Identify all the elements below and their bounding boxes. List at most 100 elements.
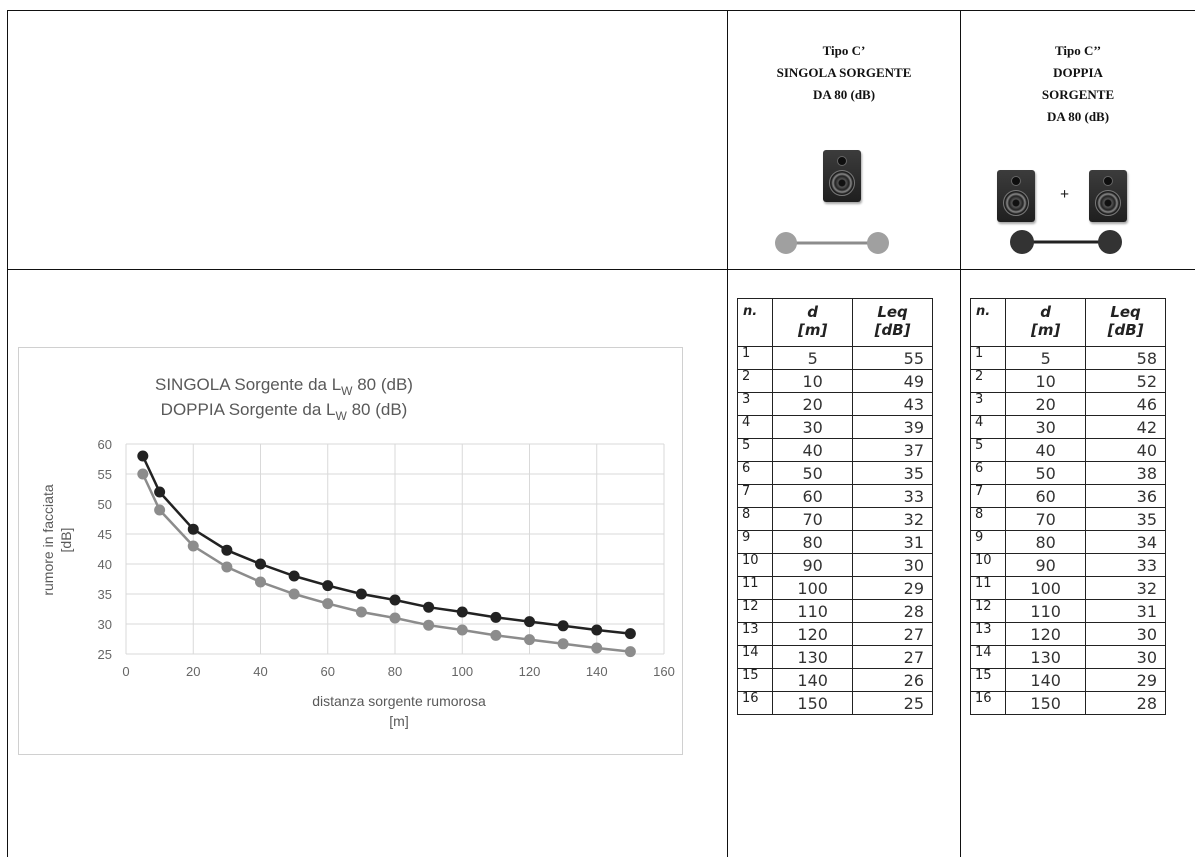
distance-cell: 50 xyxy=(1005,461,1087,485)
type-c2-subtitle-2: SORGENTE xyxy=(1041,87,1115,102)
row-number: 11 xyxy=(736,576,774,600)
row-number: 7 xyxy=(969,484,1007,508)
chart-title-line-2: DOPPIA Sorgente da LW 80 (dB) xyxy=(161,400,408,423)
data-point-double xyxy=(221,544,233,556)
leq-cell: 32 xyxy=(852,507,933,531)
col-header-leq: Leq [dB] xyxy=(1085,298,1166,347)
x-tick-label: 40 xyxy=(253,664,267,679)
row-number: 1 xyxy=(969,346,1007,370)
data-point-single xyxy=(255,576,266,588)
leq-cell: 31 xyxy=(1085,599,1166,623)
distance-cell: 130 xyxy=(772,645,854,669)
table-row: 2 10 49 xyxy=(736,369,933,393)
table-row: 8 70 35 xyxy=(969,507,1166,531)
data-point-double xyxy=(322,580,334,592)
distance-cell: 10 xyxy=(1005,369,1087,393)
x-tick-label: 120 xyxy=(519,664,541,679)
data-point-single xyxy=(154,504,166,516)
table-row: 12 110 31 xyxy=(969,599,1166,623)
y-tick-label: 35 xyxy=(98,587,112,602)
leq-cell: 49 xyxy=(852,369,933,393)
leq-cell: 40 xyxy=(1085,438,1166,462)
speaker-left-icon xyxy=(997,170,1035,222)
col-header-n: n. xyxy=(969,298,1007,347)
row-number: 9 xyxy=(969,530,1007,554)
plus-sign: + xyxy=(1060,186,1070,203)
data-point-single xyxy=(490,629,502,641)
leq-cell: 27 xyxy=(852,622,933,646)
table-row: 13 120 30 xyxy=(969,622,1166,646)
data-point-double xyxy=(288,570,300,582)
table-row: 9 80 34 xyxy=(969,530,1166,554)
distance-cell: 110 xyxy=(1005,599,1087,623)
distance-cell: 100 xyxy=(772,576,854,600)
leq-cell: 30 xyxy=(1085,622,1166,646)
data-point-double xyxy=(423,601,435,613)
type-c2-level: DA 80 (dB) xyxy=(1046,109,1110,124)
y-tick-label: 50 xyxy=(98,497,112,512)
noise-distance-chart: SINGOLA Sorgente da LW 80 (dB) DOPPIA So… xyxy=(40,375,675,729)
data-point-single xyxy=(187,540,199,552)
distance-cell: 140 xyxy=(1005,668,1087,692)
leq-cell: 55 xyxy=(852,346,933,370)
type-c2-title: Tipo C’’ xyxy=(1054,43,1102,58)
row-number: 13 xyxy=(736,622,774,646)
x-tick-label: 0 xyxy=(122,664,129,679)
leq-cell: 33 xyxy=(1085,553,1166,577)
x-tick-label: 140 xyxy=(586,664,608,679)
y-tick-label: 45 xyxy=(98,527,112,542)
leq-cell: 32 xyxy=(1085,576,1166,600)
distance-cell: 90 xyxy=(772,553,854,577)
x-axis-label-line-2: [m] xyxy=(389,713,408,729)
data-point-double xyxy=(187,523,199,535)
leq-cell: 38 xyxy=(1085,461,1166,485)
row-number: 9 xyxy=(736,530,774,554)
data-point-single xyxy=(137,468,149,480)
x-tick-label: 160 xyxy=(653,664,675,679)
series-line-double xyxy=(141,455,631,635)
x-tick-label: 20 xyxy=(186,664,200,679)
type-c1-level: DA 80 (dB) xyxy=(812,87,876,102)
leq-cell: 37 xyxy=(852,438,933,462)
data-point-single xyxy=(557,638,569,650)
leq-cell: 34 xyxy=(1085,530,1166,554)
y-axis-label-line-1: rumore in facciata xyxy=(40,484,56,595)
column-divider-2 xyxy=(960,10,961,857)
type-c1-header: Tipo C’ SINGOLA SORGENTE DA 80 (dB) xyxy=(728,40,960,106)
leq-cell: 58 xyxy=(1085,346,1166,370)
leq-cell: 31 xyxy=(852,530,933,554)
row-number: 3 xyxy=(736,392,774,416)
table-row: 14 130 27 xyxy=(736,645,933,669)
data-point-single xyxy=(389,612,401,624)
type-c1-title: Tipo C’ xyxy=(822,43,866,58)
distance-cell: 80 xyxy=(772,530,854,554)
leq-cell: 42 xyxy=(1085,415,1166,439)
row-number: 10 xyxy=(736,553,774,577)
leq-cell: 35 xyxy=(1085,507,1166,531)
data-point-double xyxy=(154,486,166,498)
distance-cell: 30 xyxy=(772,415,854,439)
table-row: 6 50 38 xyxy=(969,461,1166,485)
row-number: 14 xyxy=(969,645,1007,669)
row-number: 15 xyxy=(969,668,1007,692)
distance-cell: 20 xyxy=(772,392,854,416)
row-number: 13 xyxy=(969,622,1007,646)
row-number: 8 xyxy=(736,507,774,531)
x-tick-label: 60 xyxy=(321,664,335,679)
row-number: 16 xyxy=(736,691,774,715)
row-number: 11 xyxy=(969,576,1007,600)
distance-cell: 40 xyxy=(1005,438,1087,462)
table-row: 11 100 32 xyxy=(969,576,1166,600)
row-number: 14 xyxy=(736,645,774,669)
distance-cell: 5 xyxy=(1005,346,1087,370)
double-source-connector-icon xyxy=(1010,230,1122,254)
row-number: 3 xyxy=(969,392,1007,416)
leq-cell: 25 xyxy=(852,691,933,715)
series-line-single xyxy=(141,473,631,653)
leq-cell: 28 xyxy=(852,599,933,623)
table-row: 10 90 30 xyxy=(736,553,933,577)
table-row: 12 110 28 xyxy=(736,599,933,623)
leq-cell: 52 xyxy=(1085,369,1166,393)
row-number: 2 xyxy=(969,369,1007,393)
distance-cell: 80 xyxy=(1005,530,1087,554)
